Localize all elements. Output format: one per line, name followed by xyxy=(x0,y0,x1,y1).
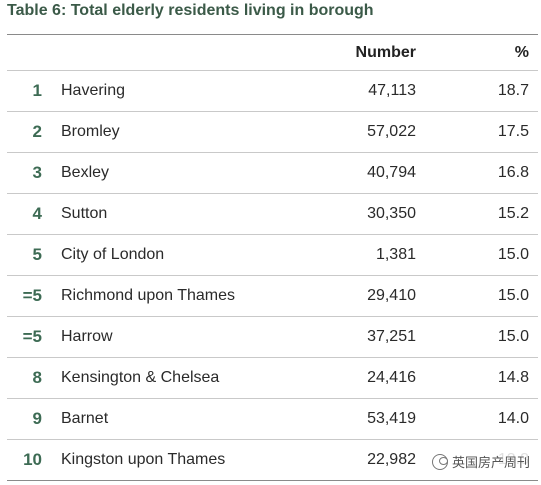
number-cell: 40,794 xyxy=(367,164,416,181)
number-cell: 53,419 xyxy=(367,410,416,427)
number-cell: 29,410 xyxy=(367,287,416,304)
borough-name-cell: Bexley xyxy=(61,164,110,181)
number-cell: 37,251 xyxy=(367,328,416,345)
table-row: =5 Richmond upon Thames 29,410 15.0 xyxy=(7,276,538,317)
number-cell: 24,416 xyxy=(367,369,416,386)
table-row: 5 City of London 1,381 15.0 xyxy=(7,235,538,276)
rank-cell: 9 xyxy=(32,409,42,428)
table-row: 2 Bromley 57,022 17.5 xyxy=(7,112,538,153)
number-cell: 22,982 xyxy=(367,451,416,468)
table-row: 8 Kensington & Chelsea 24,416 14.8 xyxy=(7,358,538,399)
borough-name-cell: Harrow xyxy=(61,328,113,345)
number-cell: 1,381 xyxy=(375,246,416,263)
rank-cell: 10 xyxy=(23,450,42,469)
rank-cell: =5 xyxy=(22,286,42,305)
borough-name-cell: Havering xyxy=(61,82,126,99)
rank-cell: 8 xyxy=(32,368,42,387)
percent-cell: 14.0 xyxy=(497,410,529,427)
table-row: =5 Harrow 37,251 15.0 xyxy=(7,317,538,358)
table-title: Table 6: Total elderly residents living … xyxy=(7,2,374,19)
borough-name-cell: Kensington & Chelsea xyxy=(61,369,220,386)
rank-cell: =5 xyxy=(22,327,42,346)
table-row: 9 Barnet 53,419 14.0 xyxy=(7,399,538,440)
borough-name-cell: Barnet xyxy=(61,410,109,427)
borough-name-cell: Kingston upon Thames xyxy=(61,451,226,468)
percent-cell: 15.0 xyxy=(497,246,529,263)
table-row: 3 Bexley 40,794 16.8 xyxy=(7,153,538,194)
percent-cell: 14.8 xyxy=(497,369,529,386)
rank-cell: 5 xyxy=(32,245,42,264)
borough-name-cell: Sutton xyxy=(61,205,108,222)
watermark-text: 英国房产周刊 xyxy=(451,455,530,470)
column-header-percent: % xyxy=(514,43,529,61)
percent-cell: 15.0 xyxy=(497,287,529,304)
percent-cell: 15.0 xyxy=(497,328,529,345)
wechat-icon xyxy=(431,453,448,470)
rank-cell: 4 xyxy=(32,204,42,223)
percent-cell: 17.5 xyxy=(497,123,529,140)
number-cell: 30,350 xyxy=(367,205,416,222)
rank-cell: 3 xyxy=(32,163,42,182)
borough-name-cell: Bromley xyxy=(61,123,120,140)
column-header-number: Number xyxy=(355,43,416,61)
rank-cell: 1 xyxy=(32,81,42,100)
number-cell: 57,022 xyxy=(367,123,416,140)
borough-name-cell: City of London xyxy=(61,246,165,263)
rank-cell: 2 xyxy=(32,122,42,141)
elderly-residents-table: Number % 1 Havering 47,113 18.7 2 Bromley 57,0… xyxy=(7,34,538,481)
percent-cell: 15.2 xyxy=(497,205,529,222)
table-header-row: Number % xyxy=(7,35,538,71)
number-cell: 47,113 xyxy=(368,82,416,99)
watermark: 英国房产周刊 xyxy=(428,451,533,472)
borough-name-cell: Richmond upon Thames xyxy=(61,287,236,304)
percent-cell: 18.7 xyxy=(497,82,529,99)
table-row: 1 Havering 47,113 18.7 xyxy=(7,71,538,112)
percent-cell: 16.8 xyxy=(497,164,529,181)
table-row: 4 Sutton 30,350 15.2 xyxy=(7,194,538,235)
